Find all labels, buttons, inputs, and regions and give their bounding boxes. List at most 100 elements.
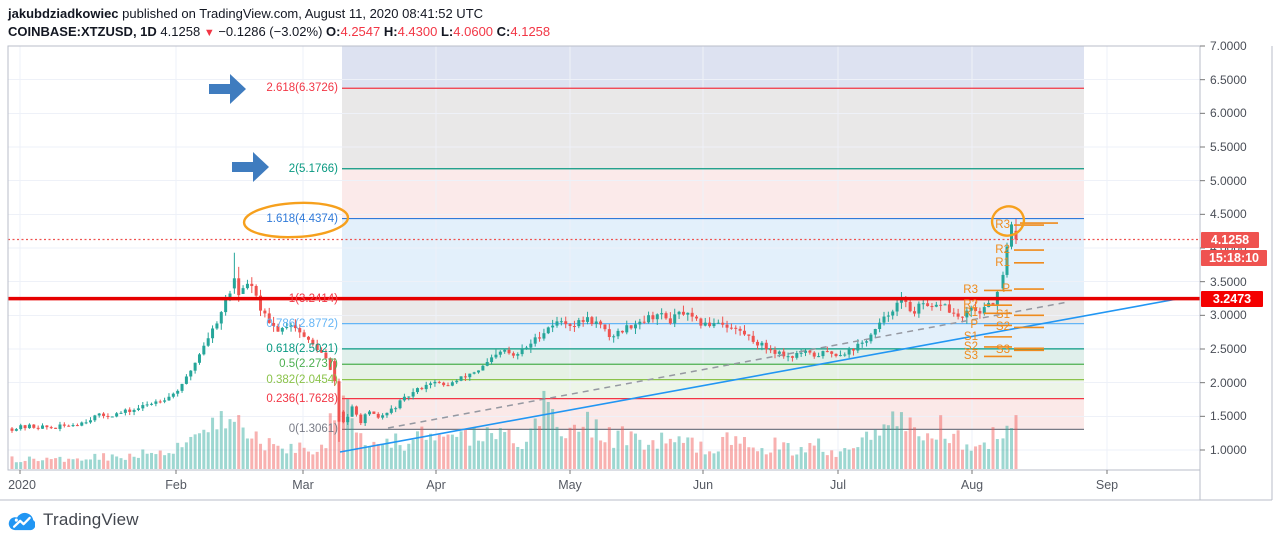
candle-body (760, 342, 764, 346)
volume-bar (947, 443, 951, 469)
candle-body (463, 376, 467, 378)
volume-bar (790, 455, 794, 469)
price-axis-label[interactable]: 6.0000 (1210, 106, 1247, 121)
volume-bar (664, 443, 668, 469)
time-axis-label[interactable]: 2020 (8, 478, 36, 492)
candle-body (245, 283, 249, 289)
candle-body (368, 411, 372, 415)
candle-body (206, 338, 210, 346)
volume-bar (987, 448, 991, 469)
price-axis-label[interactable]: 4.5000 (1210, 207, 1247, 222)
pivot-label-p: P (1002, 283, 1010, 296)
volume-bar (546, 401, 550, 469)
candle-body (738, 328, 742, 331)
volume-bar (555, 426, 559, 469)
pivot-label-s1: S1 (995, 309, 1010, 322)
volume-bar (280, 448, 284, 469)
candle-body (468, 373, 472, 378)
candle-body (751, 335, 755, 342)
candle-body (202, 345, 206, 355)
volume-bar (607, 427, 611, 469)
time-axis-label[interactable]: Jul (830, 478, 846, 492)
volume-bar (917, 436, 921, 469)
volume-bar (106, 460, 110, 469)
volume-bar (158, 450, 162, 469)
volume-bar (346, 399, 350, 469)
volume-bar (306, 451, 310, 469)
price-axis-label[interactable]: 2.0000 (1210, 375, 1247, 390)
price-axis-label[interactable]: 2.5000 (1210, 341, 1247, 356)
price-axis-label[interactable]: 5.0000 (1210, 173, 1247, 188)
volume-bar (472, 427, 476, 469)
volume-bar (690, 437, 694, 469)
volume-bar (455, 436, 459, 469)
candle-body (363, 414, 367, 424)
candle-body (381, 415, 385, 418)
time-axis-label[interactable]: Feb (165, 478, 187, 492)
candle-body (211, 328, 215, 339)
time-axis-label[interactable]: Jun (692, 478, 714, 492)
candle-body (847, 349, 851, 355)
volume-bar (524, 441, 528, 469)
open-label: O: (326, 24, 341, 39)
candle-body (32, 424, 36, 428)
ascending-support-line[interactable] (339, 298, 1178, 453)
volume-bar (84, 459, 88, 469)
volume-bar (71, 459, 75, 469)
volume-bar (638, 439, 642, 469)
candle-body (141, 405, 145, 409)
time-axis-label[interactable]: Aug (960, 478, 984, 492)
candle-body (62, 424, 66, 426)
candle-body (324, 352, 328, 359)
price-axis-label[interactable]: 1.0000 (1210, 442, 1247, 457)
volume-bar (389, 447, 393, 469)
dashed-trend-line[interactable] (387, 301, 1069, 429)
candle-body (267, 313, 271, 323)
price-axis-label[interactable]: 1.5000 (1210, 409, 1247, 424)
volume-bar (686, 437, 690, 469)
volume-bar (363, 445, 367, 469)
candle-body (908, 301, 912, 312)
time-axis-label[interactable]: Sep (1095, 478, 1119, 492)
volume-bar (75, 458, 79, 469)
candle-body (725, 324, 729, 328)
volume-bar (1005, 425, 1009, 469)
candle-body (228, 293, 232, 300)
pivot-label-s3: S3 (995, 344, 1010, 357)
symbol-line: COINBASE:XTZUSD, 1D 4.1258 ▼ −0.1286 (−3… (8, 24, 550, 39)
tradingview-wordmark: TradingView (43, 510, 139, 529)
price-axis-label[interactable]: 3.0000 (1210, 308, 1247, 323)
price-axis-label[interactable]: 5.5000 (1210, 139, 1247, 154)
candle-body (389, 408, 393, 413)
tradingview-logo[interactable]: TradingView (8, 508, 139, 532)
volume-bar (211, 417, 215, 469)
volume-bar (869, 439, 873, 469)
candle-body (241, 288, 245, 294)
candle-body (128, 409, 132, 412)
candle-body (899, 298, 903, 303)
time-axis-label[interactable]: Apr (426, 478, 446, 492)
candle-body (542, 333, 546, 339)
candle-body (952, 312, 956, 314)
volume-bar (14, 462, 18, 469)
volume-bar (538, 426, 542, 469)
price-axis-label[interactable]: 3.5000 (1210, 274, 1247, 289)
candle-body (786, 356, 790, 358)
candle-body (254, 286, 258, 296)
volume-bar (193, 434, 197, 469)
candle-body (1005, 246, 1009, 275)
candle-body (442, 382, 446, 386)
price-axis-label[interactable]: 7.0000 (1210, 39, 1247, 53)
candle-body (232, 278, 236, 289)
candle-body (337, 381, 341, 422)
time-axis-label[interactable]: May (558, 478, 582, 492)
fib-band (342, 168, 1084, 219)
candle-body (333, 361, 337, 382)
candle-body (402, 396, 406, 401)
fib-label: 1.618(4.4374) (266, 212, 338, 225)
volume-bar (128, 453, 132, 469)
symbol-name[interactable]: COINBASE:XTZUSD, 1D (8, 24, 157, 39)
time-axis-label[interactable]: Mar (292, 478, 314, 492)
price-axis-label[interactable]: 6.5000 (1210, 72, 1247, 87)
